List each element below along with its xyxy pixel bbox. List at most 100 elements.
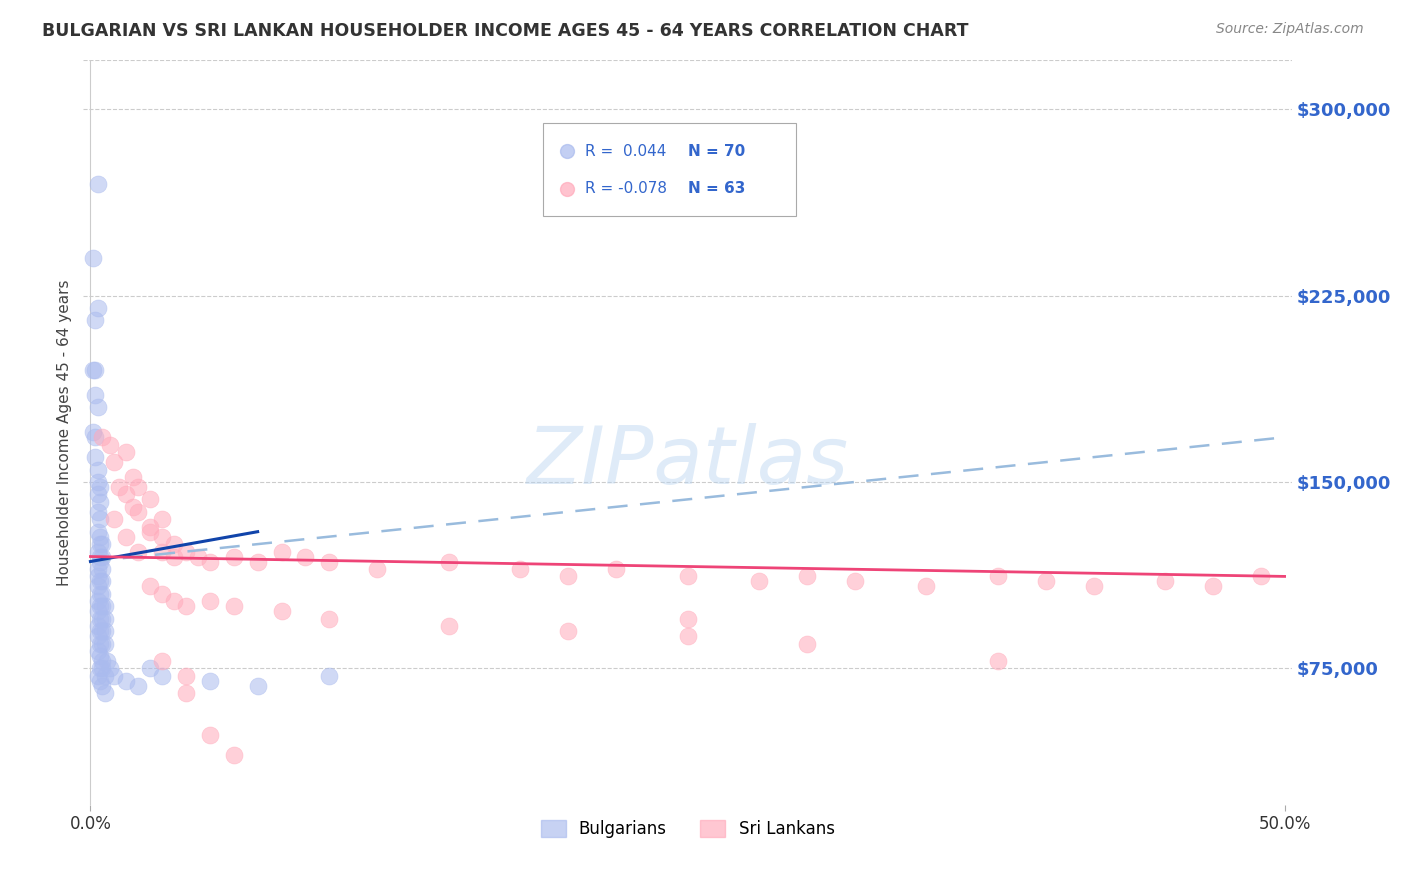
Point xyxy=(294,549,316,564)
Point xyxy=(127,505,149,519)
Text: N = 70: N = 70 xyxy=(688,144,745,159)
Point xyxy=(84,363,107,377)
Point xyxy=(89,537,111,551)
Point xyxy=(86,669,108,683)
Point xyxy=(86,562,108,576)
Y-axis label: Householder Income Ages 45 - 64 years: Householder Income Ages 45 - 64 years xyxy=(58,279,72,585)
Point xyxy=(89,624,111,638)
Point xyxy=(94,686,117,700)
Point xyxy=(915,579,938,593)
Point xyxy=(96,654,118,668)
Point xyxy=(86,579,108,593)
Point xyxy=(796,636,818,650)
Point xyxy=(1083,579,1105,593)
Point xyxy=(86,462,108,476)
Point xyxy=(89,587,111,601)
Point xyxy=(89,661,111,675)
Point xyxy=(86,604,108,618)
Point xyxy=(91,654,114,668)
Point xyxy=(270,604,292,618)
Point xyxy=(1035,574,1057,589)
Point xyxy=(150,669,173,683)
Point xyxy=(91,612,114,626)
Point xyxy=(91,537,114,551)
Point xyxy=(150,530,173,544)
Point xyxy=(557,624,579,638)
Point xyxy=(222,748,245,763)
Point xyxy=(82,252,104,266)
Point xyxy=(84,388,107,402)
Point xyxy=(91,661,114,675)
Point xyxy=(94,636,117,650)
Point xyxy=(366,562,388,576)
Point xyxy=(187,549,209,564)
Point xyxy=(748,574,770,589)
Text: R =  0.044: R = 0.044 xyxy=(585,144,666,159)
Point xyxy=(796,569,818,583)
Point xyxy=(676,569,699,583)
Point xyxy=(150,654,173,668)
Text: ZIPatlas: ZIPatlas xyxy=(526,423,849,501)
Point xyxy=(127,480,149,494)
Text: BULGARIAN VS SRI LANKAN HOUSEHOLDER INCOME AGES 45 - 64 YEARS CORRELATION CHART: BULGARIAN VS SRI LANKAN HOUSEHOLDER INCO… xyxy=(42,22,969,40)
Point xyxy=(198,728,221,742)
Point xyxy=(91,599,114,614)
Point xyxy=(91,430,114,444)
Point xyxy=(150,544,173,558)
Point xyxy=(198,594,221,608)
Point xyxy=(86,505,108,519)
Point xyxy=(1202,579,1225,593)
Point xyxy=(86,487,108,501)
Point xyxy=(86,544,108,558)
Point xyxy=(82,425,104,440)
Point xyxy=(82,363,104,377)
Point xyxy=(89,648,111,663)
Point xyxy=(318,669,340,683)
Point xyxy=(89,574,111,589)
Point xyxy=(86,629,108,643)
Point xyxy=(844,574,866,589)
Point xyxy=(108,480,131,494)
Point xyxy=(270,544,292,558)
Point xyxy=(198,673,221,688)
Text: N = 63: N = 63 xyxy=(688,181,745,196)
Point xyxy=(127,679,149,693)
Point xyxy=(1250,569,1272,583)
Text: Source: ZipAtlas.com: Source: ZipAtlas.com xyxy=(1216,22,1364,37)
Point xyxy=(91,549,114,564)
Point xyxy=(987,569,1010,583)
Point xyxy=(94,669,117,683)
Point xyxy=(89,512,111,526)
Point xyxy=(139,524,162,539)
Point xyxy=(139,519,162,533)
Point xyxy=(318,612,340,626)
Point xyxy=(222,549,245,564)
Point xyxy=(84,450,107,465)
Point xyxy=(174,599,197,614)
Point xyxy=(91,587,114,601)
Point xyxy=(86,644,108,658)
Point xyxy=(89,549,111,564)
Point xyxy=(94,612,117,626)
Point xyxy=(437,554,460,568)
Point xyxy=(89,480,111,494)
Point xyxy=(150,512,173,526)
Point xyxy=(246,679,269,693)
Point xyxy=(198,554,221,568)
Point xyxy=(605,562,627,576)
Point xyxy=(174,686,197,700)
Point xyxy=(89,554,111,568)
Point xyxy=(89,636,111,650)
Legend: Bulgarians, Sri Lankans: Bulgarians, Sri Lankans xyxy=(534,814,841,845)
Point xyxy=(150,587,173,601)
Point xyxy=(1035,847,1057,862)
Point xyxy=(89,673,111,688)
Point xyxy=(86,177,108,191)
Point xyxy=(139,661,162,675)
Text: R = -0.078: R = -0.078 xyxy=(585,181,666,196)
Point xyxy=(122,500,145,514)
Point xyxy=(127,544,149,558)
Point xyxy=(1035,847,1057,862)
Point xyxy=(115,487,138,501)
Point xyxy=(89,612,111,626)
